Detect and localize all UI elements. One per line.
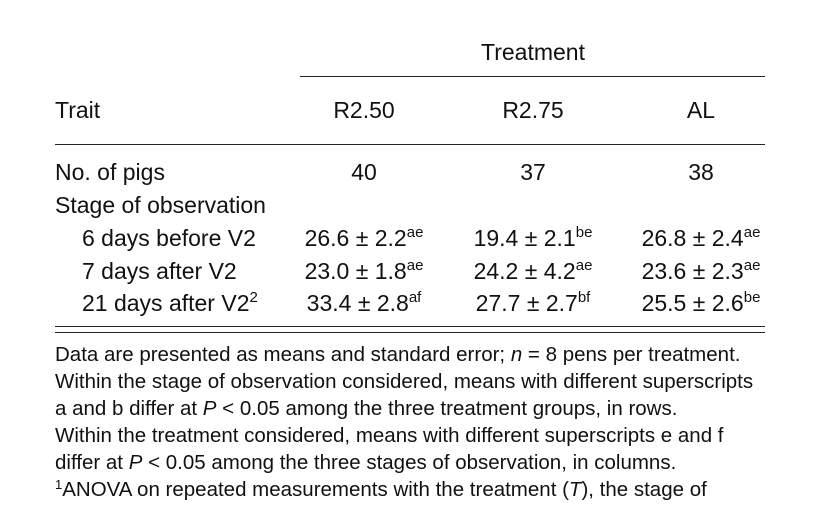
rule bbox=[300, 76, 765, 77]
footnote-text: T bbox=[568, 478, 582, 501]
row-label: Stage of observation bbox=[55, 191, 266, 219]
rule bbox=[55, 326, 765, 327]
footnote: 1ANOVA on repeated measurements with the… bbox=[55, 477, 707, 503]
cell-value: 23.0 ± 1.8 bbox=[304, 258, 407, 284]
column-header: AL bbox=[686, 97, 716, 123]
cell-value: 23.6 ± 2.3 bbox=[641, 258, 744, 284]
cell: 26.8 ± 2.4ae bbox=[642, 224, 761, 252]
column-header: R2.75 bbox=[502, 97, 564, 123]
cell-superscript: ae bbox=[406, 257, 424, 274]
row-label-text: 21 days after V2 bbox=[82, 290, 250, 316]
cell: 23.6 ± 2.3ae bbox=[642, 257, 761, 285]
cell: 33.4 ± 2.8af bbox=[307, 289, 422, 317]
cell-superscript: be bbox=[575, 224, 593, 241]
row-label: 6 days before V2 bbox=[82, 224, 256, 252]
row-label-text: Stage of observation bbox=[55, 192, 266, 218]
note-line: Data are presented as means and standard… bbox=[55, 342, 740, 368]
note-text: n bbox=[510, 343, 523, 366]
cell-value: 38 bbox=[688, 159, 714, 185]
cell-value: 26.8 ± 2.4 bbox=[641, 225, 744, 251]
note-line: Within the stage of observation consider… bbox=[55, 369, 753, 395]
row-label: No. of pigs bbox=[55, 158, 165, 186]
cell: 26.6 ± 2.2ae bbox=[305, 224, 424, 252]
row-label: 21 days after V22 bbox=[82, 289, 258, 317]
rule bbox=[55, 144, 765, 145]
cell-superscript: af bbox=[408, 289, 422, 306]
cell-superscript: ae bbox=[406, 224, 424, 241]
note-text: P bbox=[202, 397, 217, 420]
row-label-text: No. of pigs bbox=[55, 159, 165, 185]
cell: 25.5 ± 2.6be bbox=[642, 289, 761, 317]
footnote-text: ANOVA on repeated measurements with the … bbox=[62, 478, 569, 501]
cell-superscript: be bbox=[743, 289, 761, 306]
cell-value: 27.7 ± 2.7 bbox=[475, 290, 578, 316]
cell-superscript: ae bbox=[743, 224, 761, 241]
footnote-marker: 1 bbox=[55, 477, 63, 492]
footnote-marker: 2 bbox=[249, 289, 258, 306]
note-text: Within the stage of observation consider… bbox=[55, 370, 754, 393]
cell-superscript: ae bbox=[575, 257, 593, 274]
row-label-text: 7 days after V2 bbox=[82, 258, 237, 284]
cell: 27.7 ± 2.7bf bbox=[476, 289, 591, 317]
note-text: < 0.05 among the three stages of observa… bbox=[142, 451, 677, 474]
note-text: < 0.05 among the three treatment groups,… bbox=[216, 397, 678, 420]
column-group-header: Treatment bbox=[481, 39, 585, 65]
cell: 19.4 ± 2.1be bbox=[474, 224, 593, 252]
row-label: 7 days after V2 bbox=[82, 257, 237, 285]
cell: 40 bbox=[351, 158, 377, 186]
column-header: R2.50 bbox=[333, 97, 395, 123]
cell-value: 25.5 ± 2.6 bbox=[641, 290, 744, 316]
note-line: a and b differ at P < 0.05 among the thr… bbox=[55, 396, 677, 422]
cell: 24.2 ± 4.2ae bbox=[474, 257, 593, 285]
cell-superscript: ae bbox=[743, 257, 761, 274]
rule bbox=[55, 332, 765, 333]
column-header: Trait bbox=[55, 97, 101, 123]
row-label-text: 6 days before V2 bbox=[82, 225, 256, 251]
cell: 37 bbox=[520, 158, 546, 186]
cell-value: 33.4 ± 2.8 bbox=[306, 290, 409, 316]
cell: 38 bbox=[688, 158, 714, 186]
cell-value: 40 bbox=[351, 159, 377, 185]
cell: 23.0 ± 1.8ae bbox=[305, 257, 424, 285]
cell-value: 19.4 ± 2.1 bbox=[473, 225, 576, 251]
note-text: = 8 pens per treatment. bbox=[522, 343, 741, 366]
cell-superscript: bf bbox=[577, 289, 591, 306]
note-text: differ at bbox=[55, 451, 129, 474]
note-line: Within the treatment considered, means w… bbox=[55, 423, 723, 449]
note-text: P bbox=[128, 451, 143, 474]
note-text: Within the treatment considered, means w… bbox=[55, 424, 724, 447]
cell-value: 24.2 ± 4.2 bbox=[473, 258, 576, 284]
footnote-text: ), the stage of bbox=[581, 478, 707, 501]
note-line: differ at P < 0.05 among the three stage… bbox=[55, 450, 676, 476]
cell-value: 37 bbox=[520, 159, 546, 185]
note-text: Data are presented as means and standard… bbox=[55, 343, 511, 366]
note-text: a and b differ at bbox=[55, 397, 203, 420]
cell-value: 26.6 ± 2.2 bbox=[304, 225, 407, 251]
